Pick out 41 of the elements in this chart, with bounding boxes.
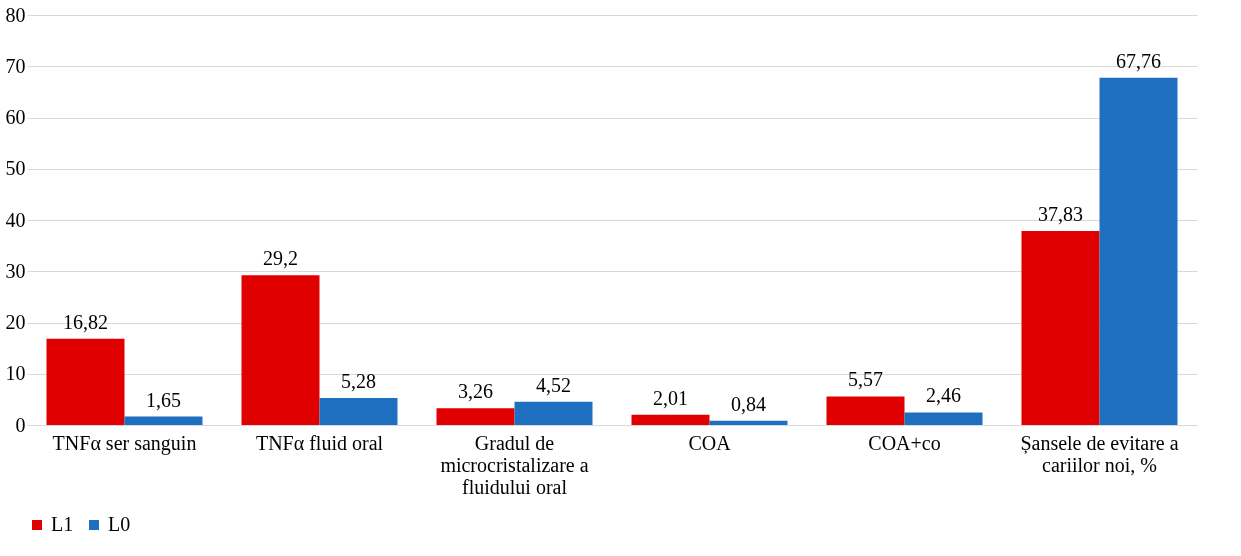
bar — [1099, 77, 1178, 425]
y-tick-label: 60 — [5, 106, 26, 128]
y-tick-label: 40 — [5, 208, 26, 231]
y-tick-label: 50 — [5, 157, 26, 180]
x-tick-label: Gradul de microcristalizare a fluidului oral — [440, 431, 589, 498]
data-label: 2,01 — [653, 386, 688, 409]
data-label: 4,52 — [536, 373, 571, 396]
data-label: 37,83 — [1038, 203, 1083, 226]
bar — [124, 416, 203, 425]
data-label: 16,82 — [63, 310, 108, 333]
bar — [709, 420, 788, 425]
y-tick-label: 10 — [5, 362, 26, 385]
data-label: 1,65 — [146, 388, 181, 411]
data-label: 0,84 — [731, 392, 766, 415]
x-tick-label: Șansele de evitare a cariilor noi, % — [1020, 431, 1179, 476]
bar — [904, 412, 983, 425]
data-label: 2,46 — [926, 384, 961, 407]
x-tick-label: TNFα ser sanguin — [52, 431, 197, 455]
data-label: 5,28 — [341, 369, 376, 392]
legend-label: L1 — [51, 513, 74, 535]
bar — [436, 408, 515, 425]
bar — [241, 275, 320, 425]
bar — [46, 338, 125, 425]
y-tick-label: 70 — [5, 54, 26, 77]
bar — [1021, 231, 1100, 425]
data-label: 5,57 — [848, 368, 883, 391]
y-tick-label: 80 — [5, 3, 26, 26]
y-tick-label: 20 — [5, 311, 26, 333]
x-tick-label: COA — [688, 431, 732, 454]
legend-label: L0 — [108, 513, 131, 535]
bar — [514, 401, 593, 425]
y-tick-label: 0 — [15, 413, 26, 436]
data-label: 3,26 — [458, 380, 493, 403]
y-tick-label: 30 — [5, 259, 26, 282]
bar — [631, 414, 710, 425]
x-tick-label: COA+co — [868, 431, 941, 454]
x-tick-label: TNFα fluid oral — [255, 431, 384, 454]
data-label: 67,76 — [1116, 49, 1161, 72]
data-label: 29,2 — [263, 247, 298, 270]
bar — [319, 397, 398, 425]
bar — [826, 396, 905, 425]
